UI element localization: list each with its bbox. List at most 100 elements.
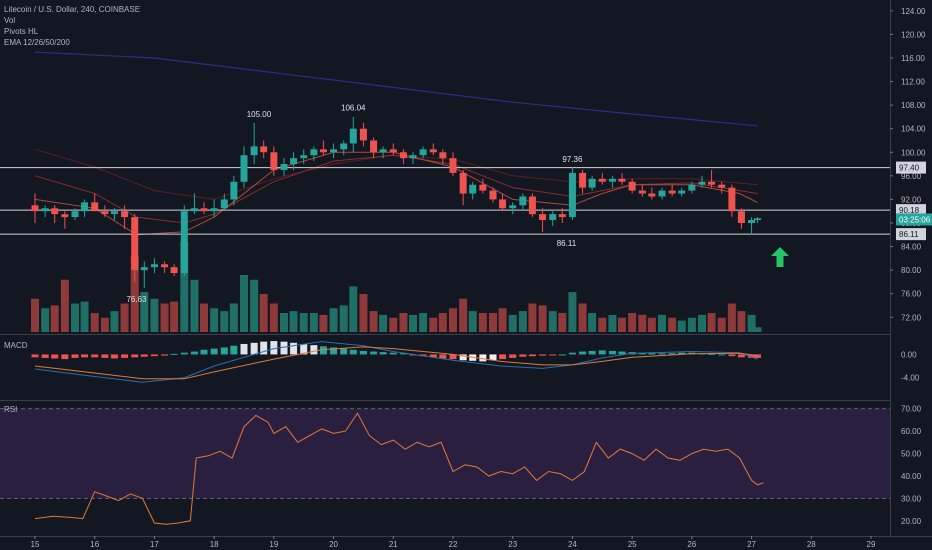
candle-body — [180, 211, 188, 274]
price-tag-label: 97.40 — [899, 164, 920, 173]
volume-bar — [717, 317, 726, 332]
time-axis-tick: 22 — [449, 540, 458, 549]
time-axis-tick: 16 — [90, 540, 99, 549]
candle-body — [579, 172, 587, 188]
candle-body — [31, 205, 39, 212]
macd-histogram-bar — [754, 354, 762, 358]
time-axis-tick: 26 — [687, 540, 696, 549]
macd-histogram-bar — [539, 354, 547, 356]
volume-bar — [449, 308, 457, 332]
macd-histogram-bar — [319, 346, 327, 355]
candle-body — [290, 158, 298, 165]
macd-histogram-bar — [558, 354, 566, 356]
macd-histogram-bar — [230, 345, 238, 355]
volume-bar — [229, 303, 238, 332]
volume-bar — [269, 303, 278, 332]
ema-12-line — [34, 151, 758, 236]
volume-bar — [60, 279, 69, 332]
volume-bar — [647, 317, 656, 332]
time-axis-tick: 19 — [269, 540, 278, 549]
volume-bar — [220, 311, 229, 332]
candle-body — [459, 172, 467, 194]
candle-body — [588, 178, 596, 188]
rsi-label[interactable]: RSI — [4, 405, 18, 414]
candle-body — [638, 190, 646, 194]
candle-body — [598, 178, 606, 182]
candle-body — [688, 184, 696, 191]
volume-bar — [459, 298, 468, 332]
macd-histogram-bar — [568, 352, 576, 355]
price-axis-tick: 120.00 — [901, 30, 926, 39]
volume-bar — [309, 313, 318, 332]
candle-body — [718, 184, 726, 188]
pivot-label: 86.11 — [557, 239, 577, 248]
macd-histogram-bar — [379, 352, 387, 355]
candle-body — [628, 181, 636, 191]
price-axis-tick: 96.00 — [901, 172, 922, 181]
legend-symbol[interactable]: Litecoin / U.S. Dollar, 240, COINBASE — [4, 5, 141, 14]
legend-pivots[interactable]: Pivots HL — [4, 27, 39, 36]
volume-bar — [498, 308, 507, 332]
macd-histogram-bar — [638, 352, 646, 355]
macd-histogram-bar — [459, 354, 467, 361]
volume-bar — [518, 311, 527, 332]
price-axis-tick: 104.00 — [901, 125, 926, 134]
macd-histogram-bar — [449, 354, 457, 360]
macd-histogram-bar — [220, 347, 228, 355]
candle-body — [121, 211, 129, 218]
candle-body — [469, 184, 477, 194]
candle-body — [51, 208, 59, 215]
macd-histogram-bar — [180, 352, 188, 355]
volume-bar — [289, 311, 298, 332]
macd-histogram-bar — [499, 354, 507, 360]
macd-histogram-bar — [598, 350, 606, 355]
volume-bar — [130, 256, 139, 332]
volume-bar — [677, 320, 686, 332]
volume-bar — [50, 305, 59, 332]
macd-histogram-bar — [588, 350, 596, 355]
macd-histogram-bar — [170, 353, 178, 355]
macd-histogram-bar — [131, 354, 139, 358]
candle-body — [319, 149, 327, 153]
volume-bar — [399, 313, 408, 332]
volume-bar — [250, 279, 259, 332]
price-axis-tick: 116.00 — [901, 54, 925, 63]
price-tag-label: 86.11 — [899, 230, 919, 239]
candle-body — [71, 211, 79, 218]
macd-histogram-bar — [648, 352, 656, 355]
macd-histogram-bar — [300, 343, 308, 355]
candle-body — [41, 208, 49, 212]
macd-histogram-bar — [150, 354, 158, 357]
pivot-label: 97.36 — [562, 155, 583, 164]
time-axis-tick: 24 — [568, 540, 577, 549]
volume-bar — [359, 294, 368, 332]
candle-body — [379, 149, 387, 153]
candle-body — [260, 146, 268, 153]
price-tag — [896, 228, 926, 241]
legend-ema[interactable]: EMA 12/26/50/200 — [4, 38, 70, 47]
candle-body — [708, 181, 716, 185]
candle-body — [150, 264, 158, 268]
candle-body — [389, 149, 397, 153]
volume-bar — [753, 327, 762, 332]
macd-histogram-bar — [340, 348, 348, 355]
macd-histogram-bar — [519, 354, 527, 357]
macd-label[interactable]: MACD — [4, 341, 28, 350]
rsi-axis-tick: 20.00 — [901, 517, 922, 526]
volume-bar — [558, 313, 567, 332]
candle-body — [399, 152, 407, 159]
price-axis-tick: 92.00 — [901, 195, 922, 204]
volume-bar — [170, 301, 179, 332]
macd-histogram-bar — [728, 354, 736, 357]
macd-histogram-bar — [718, 354, 726, 356]
volume-bar — [190, 279, 199, 332]
time-axis-tick: 15 — [31, 540, 40, 549]
volume-bar — [210, 308, 219, 332]
macd-histogram-bar — [439, 354, 447, 359]
legend-volume[interactable]: Vol — [4, 16, 16, 25]
volume-bar — [408, 314, 417, 332]
price-axis-tick: 76.00 — [901, 290, 922, 299]
candle-body — [539, 214, 547, 221]
time-axis-tick: 20 — [329, 540, 338, 549]
